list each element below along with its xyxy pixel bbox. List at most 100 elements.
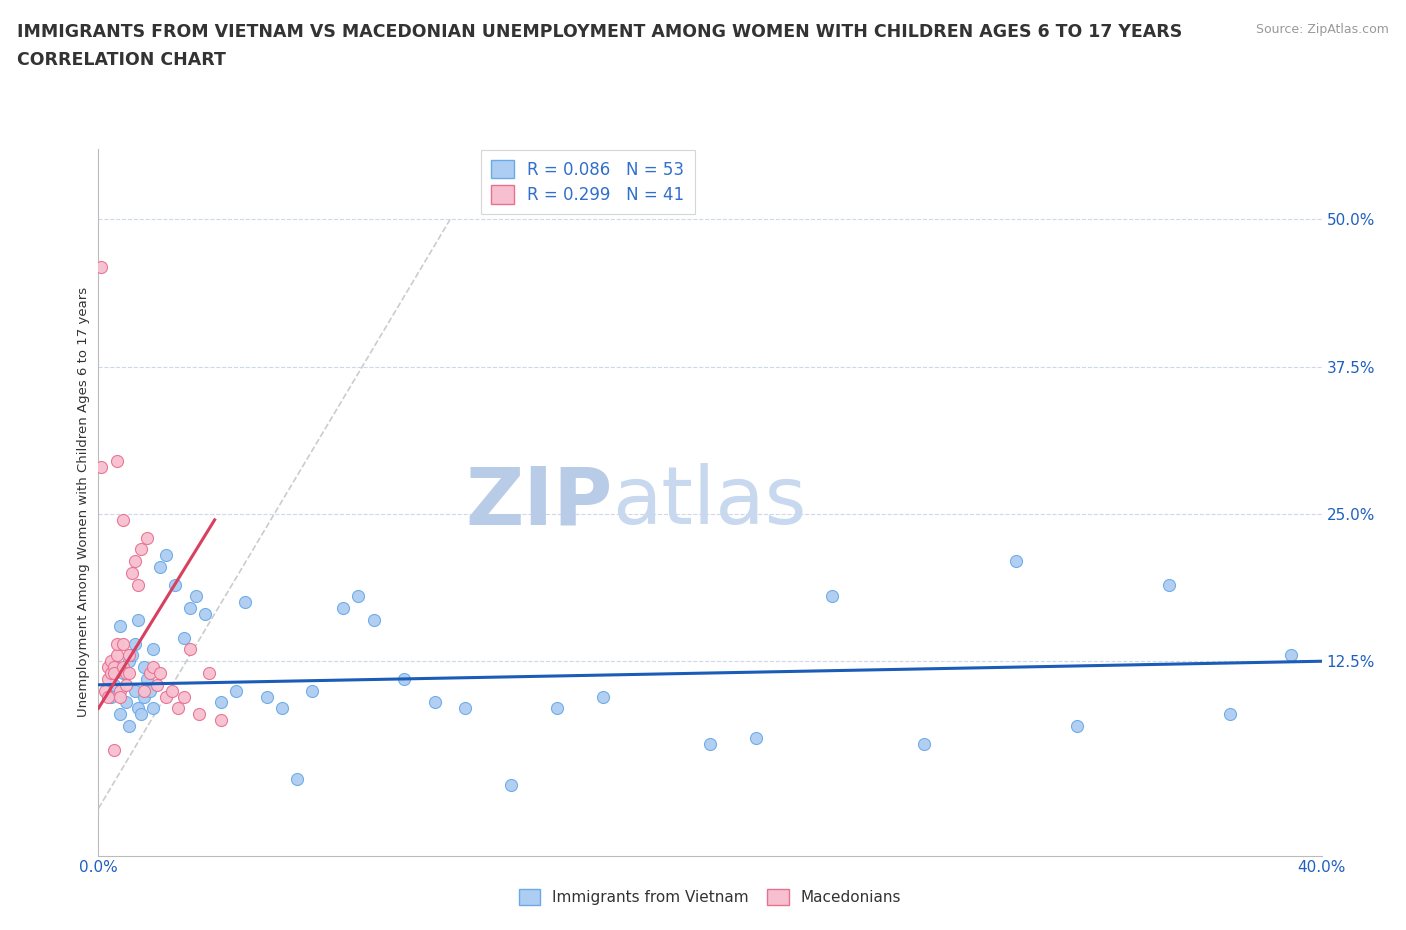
Point — [129, 542, 152, 557]
Point — [124, 553, 146, 568]
Point — [90, 459, 112, 474]
Point — [142, 659, 165, 674]
Point — [501, 777, 523, 792]
Point — [546, 701, 568, 716]
Point — [179, 601, 201, 616]
Point — [155, 689, 177, 704]
Point — [105, 648, 128, 663]
Point — [332, 601, 354, 616]
Point — [699, 737, 721, 751]
Point — [105, 636, 128, 651]
Point — [149, 560, 172, 575]
Point — [108, 689, 131, 704]
Text: IMMIGRANTS FROM VIETNAM VS MACEDONIAN UNEMPLOYMENT AMONG WOMEN WITH CHILDREN AGE: IMMIGRANTS FROM VIETNAM VS MACEDONIAN UN… — [17, 23, 1182, 41]
Point — [100, 689, 122, 704]
Point — [285, 772, 308, 787]
Point — [1066, 719, 1088, 734]
Point — [118, 654, 141, 669]
Point — [142, 642, 165, 657]
Point — [1004, 553, 1026, 568]
Point — [108, 684, 131, 698]
Point — [127, 613, 149, 628]
Point — [93, 684, 115, 698]
Point — [127, 701, 149, 716]
Point — [301, 684, 323, 698]
Point — [270, 701, 292, 716]
Point — [745, 730, 768, 745]
Point — [256, 689, 278, 704]
Point — [821, 589, 844, 604]
Point — [118, 719, 141, 734]
Point — [173, 631, 195, 645]
Legend: Immigrants from Vietnam, Macedonians: Immigrants from Vietnam, Macedonians — [513, 883, 907, 911]
Point — [188, 707, 211, 722]
Point — [129, 707, 152, 722]
Point — [454, 701, 477, 716]
Text: CORRELATION CHART: CORRELATION CHART — [17, 51, 226, 69]
Point — [423, 695, 446, 710]
Point — [912, 737, 935, 751]
Point — [197, 666, 219, 681]
Point — [209, 712, 232, 727]
Point — [149, 666, 172, 681]
Point — [108, 707, 131, 722]
Point — [124, 636, 146, 651]
Point — [97, 659, 120, 674]
Point — [225, 684, 247, 698]
Point — [1279, 648, 1302, 663]
Point — [134, 684, 156, 698]
Point — [173, 689, 195, 704]
Point — [100, 654, 122, 669]
Point — [136, 671, 159, 686]
Point — [179, 642, 201, 657]
Point — [194, 606, 217, 621]
Point — [103, 666, 125, 681]
Point — [118, 648, 141, 663]
Point — [163, 578, 186, 592]
Point — [186, 589, 208, 604]
Point — [160, 684, 183, 698]
Point — [103, 742, 125, 757]
Point — [127, 578, 149, 592]
Point — [347, 589, 370, 604]
Point — [103, 659, 125, 674]
Point — [100, 666, 122, 681]
Point — [90, 259, 112, 274]
Point — [97, 671, 120, 686]
Point — [363, 613, 385, 628]
Point — [118, 666, 141, 681]
Point — [155, 548, 177, 563]
Point — [1157, 578, 1180, 592]
Point — [105, 454, 128, 469]
Point — [121, 565, 143, 580]
Point — [108, 618, 131, 633]
Point — [167, 701, 190, 716]
Y-axis label: Unemployment Among Women with Children Ages 6 to 17 years: Unemployment Among Women with Children A… — [77, 287, 90, 717]
Point — [145, 677, 167, 692]
Point — [111, 512, 134, 527]
Text: atlas: atlas — [612, 463, 807, 541]
Point — [111, 636, 134, 651]
Point — [105, 659, 128, 674]
Point — [209, 695, 232, 710]
Point — [115, 677, 138, 692]
Point — [124, 684, 146, 698]
Point — [111, 666, 134, 681]
Point — [142, 701, 165, 716]
Point — [139, 684, 162, 698]
Point — [121, 648, 143, 663]
Point — [115, 666, 138, 681]
Point — [139, 666, 162, 681]
Point — [103, 677, 125, 692]
Point — [134, 659, 156, 674]
Text: ZIP: ZIP — [465, 463, 612, 541]
Point — [392, 671, 416, 686]
Point — [134, 689, 156, 704]
Point — [111, 659, 134, 674]
Text: Source: ZipAtlas.com: Source: ZipAtlas.com — [1256, 23, 1389, 36]
Point — [136, 530, 159, 545]
Point — [115, 695, 138, 710]
Point — [592, 689, 614, 704]
Point — [97, 689, 120, 704]
Point — [233, 595, 256, 610]
